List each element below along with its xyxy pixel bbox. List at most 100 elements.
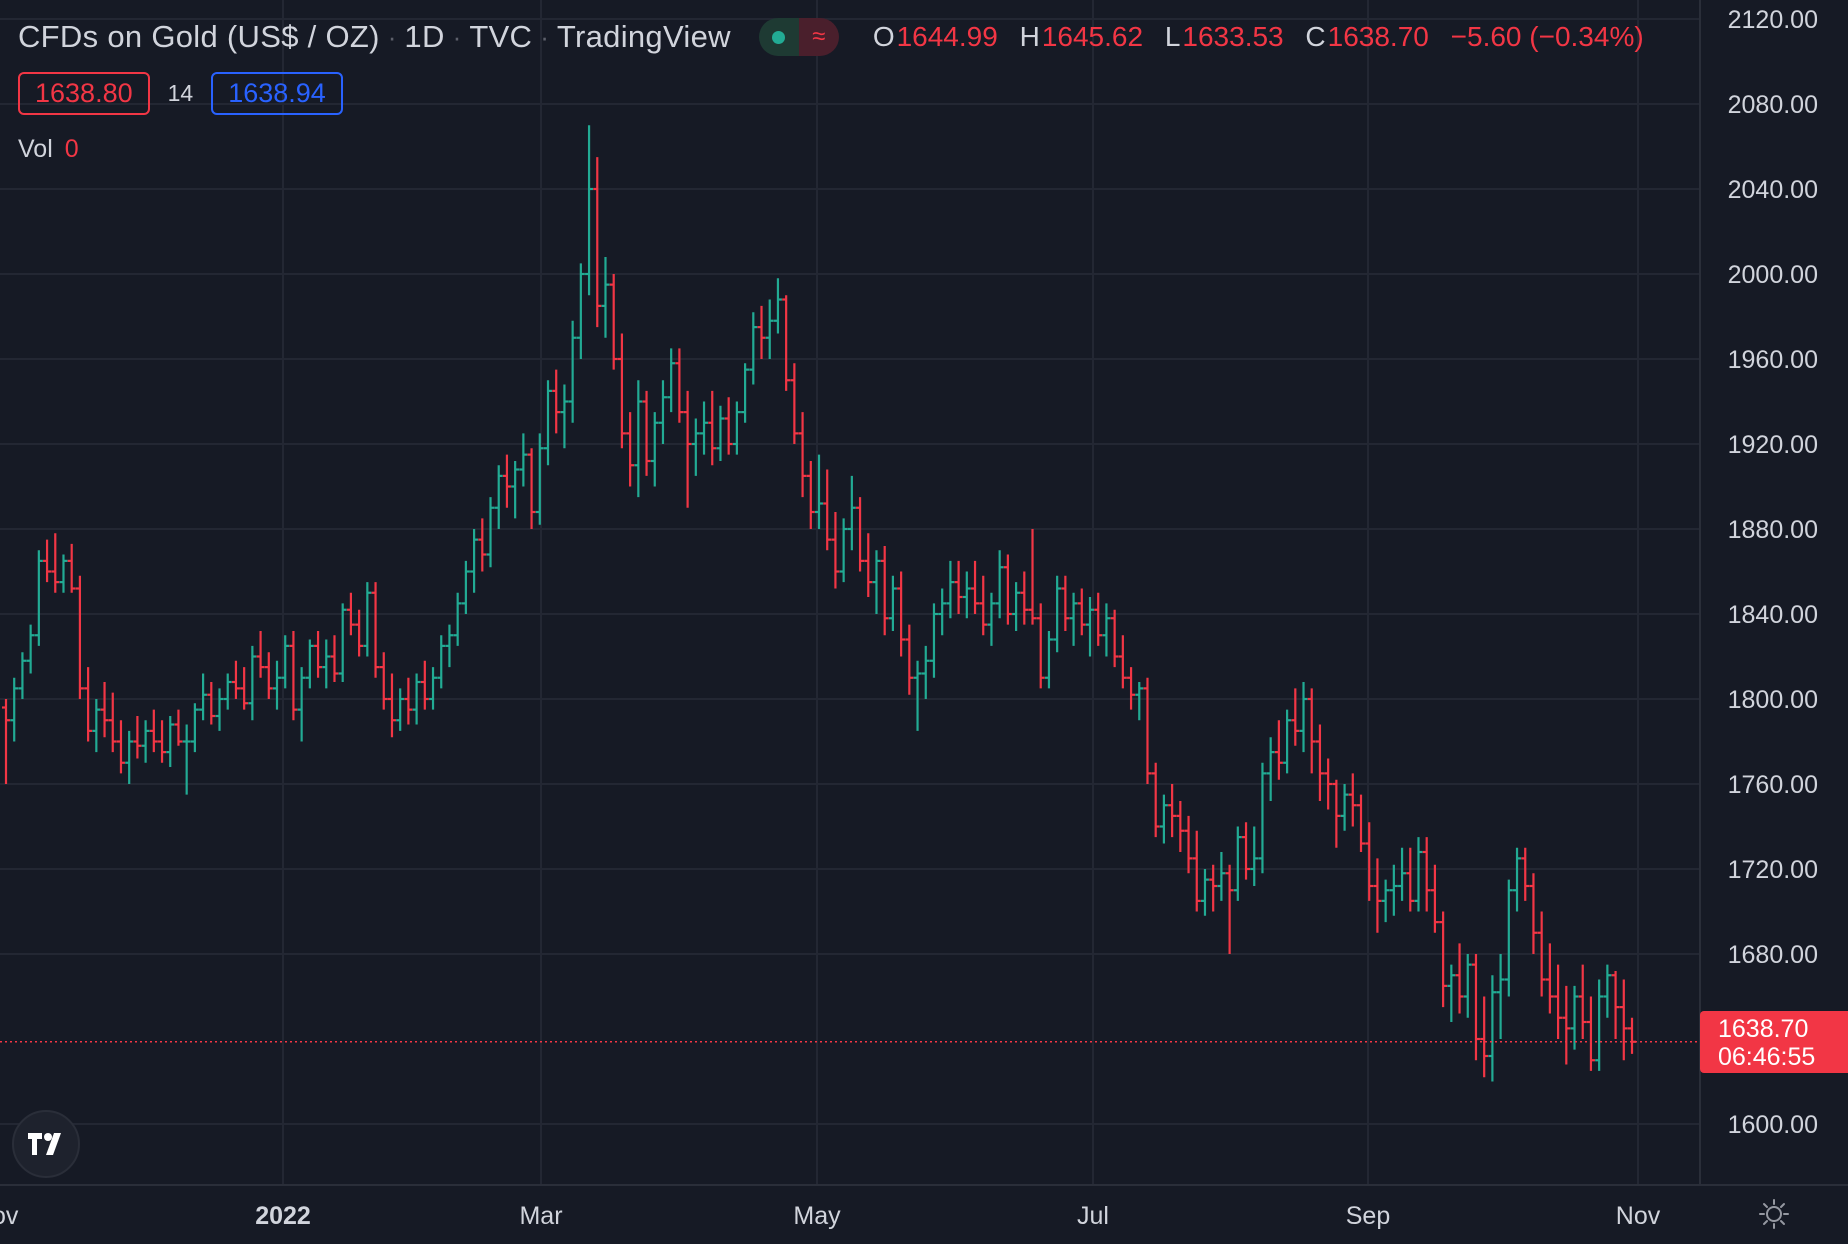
ohlc-bar[interactable]	[75, 575, 84, 699]
ohlc-bar[interactable]	[1332, 779, 1341, 848]
ohlc-bar[interactable]	[971, 560, 980, 614]
ohlc-bar[interactable]	[1053, 575, 1062, 653]
buy-price-button[interactable]: 1638.94	[211, 72, 343, 115]
ohlc-bar[interactable]	[248, 645, 257, 721]
ohlc-bar[interactable]	[1159, 794, 1168, 844]
ohlc-bar[interactable]	[617, 333, 626, 449]
ohlc-bar[interactable]	[116, 720, 125, 774]
ohlc-bar[interactable]	[962, 571, 971, 619]
ohlc-bar[interactable]	[954, 560, 963, 614]
ohlc-bar[interactable]	[10, 677, 19, 742]
ohlc-bar[interactable]	[1069, 592, 1078, 646]
market-status-pill[interactable]: ≈	[758, 18, 839, 56]
ohlc-bar[interactable]	[1176, 801, 1185, 852]
ohlc-bar[interactable]	[929, 603, 938, 678]
ohlc-bar[interactable]	[946, 560, 955, 619]
ohlc-bar[interactable]	[1143, 677, 1152, 784]
ohlc-bar[interactable]	[453, 592, 462, 646]
ohlc-bar[interactable]	[1291, 688, 1300, 746]
ohlc-bar[interactable]	[1299, 682, 1308, 753]
ohlc-bar[interactable]	[913, 660, 922, 731]
ohlc-bar[interactable]	[1537, 911, 1546, 997]
sell-price-button[interactable]: 1638.80	[18, 72, 150, 115]
ohlc-bar[interactable]	[872, 550, 881, 614]
ohlc-bar[interactable]	[1414, 837, 1423, 912]
ohlc-bar[interactable]	[355, 609, 364, 657]
ohlc-bar[interactable]	[773, 278, 782, 334]
ohlc-bar[interactable]	[486, 497, 495, 568]
ohlc-bar[interactable]	[1266, 737, 1275, 801]
ohlc-bar[interactable]	[215, 688, 224, 731]
ohlc-bar[interactable]	[1102, 603, 1111, 657]
ohlc-bar[interactable]	[683, 390, 692, 508]
ohlc-bar[interactable]	[1242, 822, 1251, 880]
ohlc-bar[interactable]	[675, 348, 684, 423]
volume-legend[interactable]: Vol 0	[18, 135, 79, 164]
ohlc-bar[interactable]	[601, 257, 610, 338]
ohlc-bar[interactable]	[798, 412, 807, 498]
ohlc-bar[interactable]	[404, 677, 413, 725]
ohlc-bar[interactable]	[626, 412, 635, 487]
ohlc-bar[interactable]	[1135, 682, 1144, 721]
ohlc-bar[interactable]	[100, 682, 109, 738]
ohlc-bar[interactable]	[478, 518, 487, 572]
ohlc-bar[interactable]	[1381, 879, 1390, 923]
ohlc-bar[interactable]	[1168, 784, 1177, 838]
ohlc-bar[interactable]	[519, 433, 528, 487]
ohlc-bar[interactable]	[1094, 592, 1103, 646]
ohlc-bar[interactable]	[864, 533, 873, 597]
ohlc-bar[interactable]	[330, 635, 339, 682]
ohlc-bar[interactable]	[133, 716, 142, 759]
ohlc-bar[interactable]	[995, 550, 1004, 619]
ohlc-bar[interactable]	[223, 673, 232, 710]
ohlc-bar[interactable]	[1127, 667, 1136, 710]
ohlc-bar[interactable]	[716, 405, 725, 461]
ohlc-bar[interactable]	[1283, 709, 1292, 774]
ohlc-bar[interactable]	[174, 709, 183, 746]
ohlc-bar[interactable]	[1200, 869, 1209, 916]
ohlc-bar[interactable]	[888, 575, 897, 631]
ohlc-bar[interactable]	[1554, 964, 1563, 1039]
ohlc-bar[interactable]	[1529, 873, 1538, 954]
ohlc-bar[interactable]	[1586, 996, 1595, 1071]
ohlc-bar[interactable]	[1110, 609, 1119, 668]
ohlc-bar[interactable]	[576, 263, 585, 359]
ohlc-bar[interactable]	[141, 720, 150, 763]
tradingview-logo-icon[interactable]	[12, 1110, 80, 1178]
ohlc-bar[interactable]	[1430, 864, 1439, 933]
ohlc-bar[interactable]	[1036, 603, 1045, 689]
ohlc-bar[interactable]	[823, 469, 832, 551]
ohlc-bar[interactable]	[839, 518, 848, 583]
ohlc-bar[interactable]	[429, 667, 438, 710]
ohlc-bar[interactable]	[1003, 554, 1012, 625]
ohlc-bar[interactable]	[1471, 954, 1480, 1061]
ohlc-bar[interactable]	[437, 635, 446, 689]
ohlc-bar[interactable]	[658, 380, 667, 444]
ohlc-bar[interactable]	[1365, 822, 1374, 901]
ohlc-bar[interactable]	[108, 692, 117, 753]
ohlc-bar[interactable]	[585, 125, 594, 296]
ohlc-bar[interactable]	[281, 635, 290, 689]
ohlc-bar[interactable]	[790, 363, 799, 444]
ohlc-bar[interactable]	[1545, 943, 1554, 1014]
ohlc-bar[interactable]	[1373, 858, 1382, 933]
ohlc-bar[interactable]	[700, 401, 709, 455]
ohlc-bar[interactable]	[1324, 758, 1333, 810]
ohlc-bar[interactable]	[346, 592, 355, 636]
ohlc-bar[interactable]	[1439, 911, 1448, 1008]
ohlc-bar[interactable]	[782, 295, 791, 391]
ohlc-bar[interactable]	[880, 546, 889, 636]
ohlc-bar[interactable]	[363, 582, 372, 657]
ohlc-bar[interactable]	[741, 363, 750, 423]
ohlc-bar[interactable]	[1357, 794, 1365, 852]
ohlc-bar[interactable]	[1521, 847, 1530, 901]
ohlc-bar[interactable]	[26, 624, 35, 674]
ohlc-bar[interactable]	[1422, 837, 1431, 912]
ohlc-bar[interactable]	[338, 603, 347, 682]
ohlc-bar[interactable]	[642, 390, 651, 476]
ohlc-bar[interactable]	[1077, 588, 1086, 636]
ohlc-bar[interactable]	[1118, 635, 1127, 689]
ohlc-bar[interactable]	[1151, 762, 1160, 838]
ohlc-bar[interactable]	[757, 305, 766, 359]
